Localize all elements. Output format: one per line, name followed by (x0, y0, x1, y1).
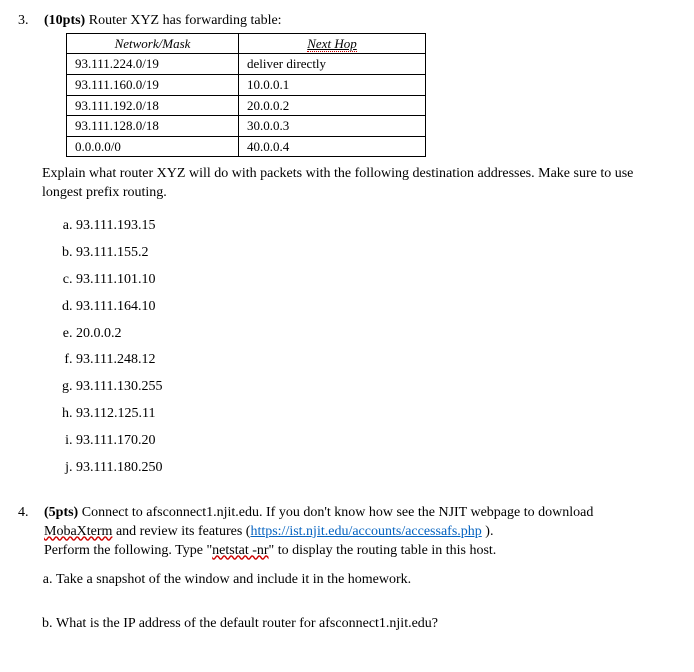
q3-header-line: 3. (10pts) Router XYZ has forwarding tab… (18, 12, 676, 31)
cell-nexthop: 30.0.0.3 (239, 116, 426, 137)
cell-nexthop: 20.0.0.2 (239, 95, 426, 116)
q4-text-2a: Perform the following. Type " (44, 543, 212, 558)
cell-network: 93.111.224.0/19 (67, 54, 239, 75)
list-item: 93.111.180.250 (76, 455, 676, 482)
table-row: 93.111.160.0/19 10.0.0.1 (67, 74, 426, 95)
q3-number: 3. (18, 12, 34, 31)
table-row: 0.0.0.0/0 40.0.0.4 (67, 136, 426, 157)
cell-nexthop: deliver directly (239, 54, 426, 75)
q3-intro-wrap: (10pts) Router XYZ has forwarding table: (44, 12, 282, 31)
q4-number: 4. (18, 504, 34, 561)
q3-address-list: 93.111.193.15 93.111.155.2 93.111.101.10… (76, 213, 676, 482)
list-item: 93.111.164.10 (76, 294, 676, 321)
q4-text-1a: Connect to afsconnect1.njit.edu. If you … (82, 505, 594, 520)
q4-mobaxterm: MobaXterm (44, 524, 112, 539)
q3-explain: Explain what router XYZ will do with pac… (42, 165, 676, 203)
q4-text-2b: " to display the routing table in this h… (269, 543, 497, 558)
list-item: 93.111.193.15 (76, 213, 676, 240)
q4-body: (5pts) Connect to afsconnect1.njit.edu. … (44, 504, 593, 561)
q4-link[interactable]: https://ist.njit.edu/accounts/accessafs.… (250, 524, 481, 539)
cell-network: 93.111.128.0/18 (67, 116, 239, 137)
table-row: 93.111.192.0/18 20.0.0.2 (67, 95, 426, 116)
q3-intro: Router XYZ has forwarding table: (89, 13, 282, 28)
q3-points: (10pts) (44, 13, 85, 28)
question-4: 4. (5pts) Connect to afsconnect1.njit.ed… (18, 504, 676, 638)
list-item: 93.111.130.255 (76, 374, 676, 401)
header-nexthop: Next Hop (239, 33, 426, 54)
q4-text-1b: and review its features ( (116, 524, 251, 539)
cell-network: 93.111.192.0/18 (67, 95, 239, 116)
cell-nexthop: 40.0.0.4 (239, 136, 426, 157)
q4-header-line: 4. (5pts) Connect to afsconnect1.njit.ed… (18, 504, 676, 561)
table-row: 93.111.128.0/18 30.0.0.3 (67, 116, 426, 137)
list-item: 93.111.155.2 (76, 240, 676, 267)
spacer (18, 597, 676, 605)
list-item: 93.112.125.11 (76, 401, 676, 428)
question-3: 3. (10pts) Router XYZ has forwarding tab… (18, 12, 676, 482)
list-item: 20.0.0.2 (76, 321, 676, 348)
q4-sublist: Take a snapshot of the window and includ… (56, 567, 676, 594)
table-row: 93.111.224.0/19 deliver directly (67, 54, 426, 75)
list-item: Take a snapshot of the window and includ… (56, 567, 676, 594)
cell-network: 0.0.0.0/0 (67, 136, 239, 157)
cell-network: 93.111.160.0/19 (67, 74, 239, 95)
header-network: Network/Mask (67, 33, 239, 54)
header-nexthop-text: Next Hop (307, 36, 356, 52)
list-item: 93.111.101.10 (76, 267, 676, 294)
table-header-row: Network/Mask Next Hop (67, 33, 426, 54)
list-item: What is the IP address of the default ro… (56, 611, 676, 638)
list-item: 93.111.170.20 (76, 428, 676, 455)
list-item: 93.111.248.12 (76, 347, 676, 374)
cell-nexthop: 10.0.0.1 (239, 74, 426, 95)
q4-text-1c: ). (482, 524, 494, 539)
forwarding-table: Network/Mask Next Hop 93.111.224.0/19 de… (66, 33, 426, 157)
q4-points: (5pts) (44, 505, 78, 520)
q4-cmd: netstat -nr (212, 543, 268, 558)
q4-sublist-b: What is the IP address of the default ro… (56, 611, 676, 638)
